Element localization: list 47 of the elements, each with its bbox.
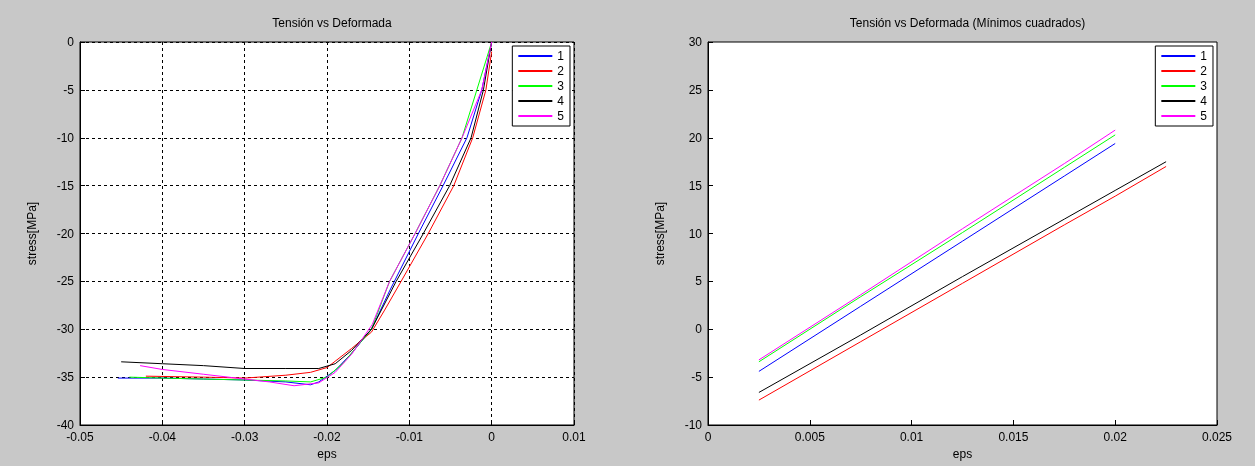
y-tick-label: 15 [688, 178, 703, 193]
x-tick-label: 0.025 [1201, 430, 1233, 444]
x-axis-title: eps [952, 446, 973, 461]
y-axis-title: stress[MPa] [653, 201, 667, 266]
x-tick-label: 0.01 [899, 430, 924, 444]
chart-title: Tensión vs Deformada [272, 16, 393, 30]
x-tick-label: 0 [704, 430, 712, 444]
y-tick-label: -20 [56, 226, 75, 241]
y-tick-label: 20 [688, 130, 703, 145]
y-tick-label: -25 [56, 274, 75, 289]
y-tick-label: 5 [695, 274, 703, 289]
legend-label: 5 [557, 109, 565, 123]
x-tick-label: -0.04 [148, 430, 177, 444]
legend-label: 3 [557, 79, 565, 93]
x-tick-label: 0.005 [794, 430, 826, 444]
x-tick-label: 0.02 [1103, 430, 1128, 444]
y-axis-title: stress[MPa] [25, 201, 39, 266]
legend-label: 4 [557, 94, 565, 108]
x-axis-title: eps [317, 446, 337, 461]
y-tick-label: 25 [688, 82, 703, 97]
y-tick-label: -15 [56, 178, 75, 193]
y-tick-label: -30 [56, 322, 75, 337]
legend-label: 2 [557, 64, 565, 78]
legend-label: 4 [1200, 94, 1208, 108]
y-tick-label: -5 [63, 82, 75, 97]
legend-label: 5 [1200, 109, 1208, 123]
x-tick-label: -0.02 [313, 430, 341, 444]
x-tick-label: 0.01 [562, 430, 586, 444]
legend-label: 1 [1200, 49, 1208, 63]
legend-label: 1 [557, 49, 565, 63]
y-tick-label: 30 [688, 35, 703, 49]
legend-label: 3 [1200, 79, 1208, 93]
y-tick-label: -40 [56, 418, 75, 432]
y-tick-label: 0 [67, 35, 75, 49]
y-tick-label: -35 [56, 370, 75, 385]
y-tick-label: -5 [691, 370, 703, 385]
y-tick-label: -10 [56, 130, 75, 145]
legend-label: 2 [1200, 64, 1208, 78]
x-tick-label: 0.015 [998, 430, 1029, 444]
x-tick-label: -0.05 [66, 430, 94, 444]
chart-title: Tensión vs Deformada (Mínimos cuadrados) [849, 16, 1086, 30]
y-tick-label: -10 [684, 418, 703, 432]
x-tick-label: 0 [488, 430, 496, 444]
y-tick-label: 10 [688, 226, 703, 241]
y-tick-label: 0 [695, 322, 703, 337]
x-tick-label: -0.01 [395, 430, 424, 444]
x-tick-label: -0.03 [230, 430, 259, 444]
